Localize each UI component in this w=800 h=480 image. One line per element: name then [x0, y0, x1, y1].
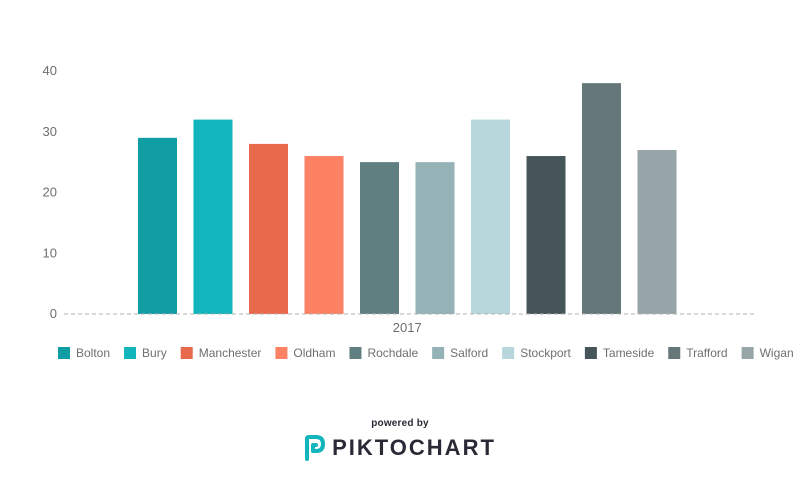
bar-chart: 0 10 20 30 40 2017 Bolton Bury Manchester Oldha…	[43, 63, 794, 360]
footer: powered by PIKTOCHART	[0, 418, 800, 466]
legend-label: Trafford	[686, 346, 727, 360]
powered-by-label: powered by	[371, 418, 429, 429]
legend-item-stockport[interactable]: Stockport	[502, 346, 572, 360]
legend-swatch	[584, 347, 597, 359]
legend-label: Manchester	[199, 346, 262, 360]
legend-label: Salford	[450, 346, 488, 360]
legend-swatch	[275, 347, 288, 359]
piktochart-logo-icon	[305, 435, 326, 461]
legend-label: Bury	[142, 346, 167, 360]
legend-label: Stockport	[520, 346, 571, 360]
legend-item-tameside[interactable]: Tameside	[584, 346, 655, 360]
x-axis-labels: 2017	[393, 320, 422, 335]
legend-label: Rochdale	[367, 346, 418, 360]
legend-swatch	[124, 347, 137, 359]
legend-swatch	[432, 347, 445, 359]
bar-oldham[interactable]	[304, 156, 344, 314]
legend-label: Wigan	[760, 346, 794, 360]
y-tick-label: 0	[50, 306, 57, 321]
bar-tameside[interactable]	[526, 156, 566, 314]
bar-bury[interactable]	[193, 119, 233, 314]
legend-swatch	[668, 347, 681, 359]
legend-item-trafford[interactable]: Trafford	[668, 346, 728, 360]
legend-item-wigan[interactable]: Wigan	[741, 346, 794, 360]
legend: Bolton Bury Manchester Oldham Rochdale Salfor…	[58, 346, 794, 360]
bar-salford[interactable]	[415, 162, 455, 314]
legend-item-rochdale[interactable]: Rochdale	[349, 346, 418, 360]
legend-swatch	[741, 347, 754, 359]
legend-item-salford[interactable]: Salford	[432, 346, 488, 360]
legend-swatch	[349, 347, 362, 359]
legend-swatch	[180, 347, 193, 359]
bar-wigan[interactable]	[637, 149, 677, 314]
bar-stockport[interactable]	[471, 119, 510, 314]
bar-trafford[interactable]	[582, 83, 621, 315]
y-tick-label: 30	[43, 124, 57, 139]
y-tick-label: 20	[43, 185, 57, 200]
legend-item-oldham[interactable]: Oldham	[275, 346, 335, 360]
bar-manchester[interactable]	[249, 143, 288, 314]
legend-item-bury[interactable]: Bury	[124, 346, 167, 360]
legend-item-bolton[interactable]: Bolton	[58, 346, 110, 360]
legend-label: Tameside	[603, 346, 655, 360]
legend-label: Oldham	[293, 346, 335, 360]
y-tick-label: 40	[43, 63, 57, 78]
legend-swatch	[502, 347, 515, 359]
brand-name: PIKTOCHART	[332, 435, 496, 460]
legend-swatch	[58, 347, 70, 359]
legend-item-manchester[interactable]: Manchester	[180, 346, 262, 360]
x-category-label: 2017	[393, 320, 422, 335]
legend-label: Bolton	[76, 346, 110, 360]
bars	[138, 83, 677, 315]
y-tick-label: 10	[43, 245, 57, 260]
brand-logo[interactable]: PIKTOCHART	[304, 435, 496, 461]
bar-bolton[interactable]	[138, 137, 177, 314]
y-axis-ticks: 0 10 20 30 40	[43, 63, 57, 321]
bar-rochdale[interactable]	[360, 162, 399, 314]
